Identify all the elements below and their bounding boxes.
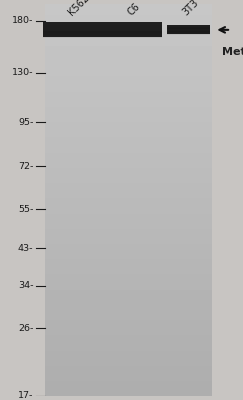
Text: 34-: 34- — [18, 281, 33, 290]
Bar — [167, 26, 210, 34]
Text: 26-: 26- — [18, 324, 33, 333]
Text: C6: C6 — [126, 2, 142, 18]
Text: 180-: 180- — [12, 16, 33, 25]
Text: 17-: 17- — [18, 392, 33, 400]
Text: 72-: 72- — [18, 162, 33, 171]
Text: 43-: 43- — [18, 244, 33, 253]
Text: 95-: 95- — [18, 118, 33, 127]
Text: 130-: 130- — [12, 68, 33, 77]
Text: 55-: 55- — [18, 205, 33, 214]
Bar — [45, 4, 212, 396]
Text: 3T3: 3T3 — [181, 0, 201, 18]
Text: K562: K562 — [67, 0, 92, 18]
Text: Met (c-Met): Met (c-Met) — [222, 48, 243, 58]
Bar — [43, 22, 105, 37]
Bar — [105, 22, 162, 37]
